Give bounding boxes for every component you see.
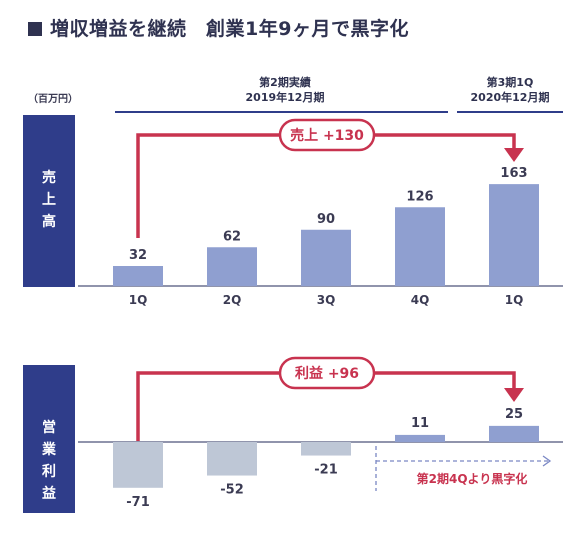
revenue-value-label: 32 (129, 248, 147, 263)
profit-bar (395, 434, 445, 442)
revenue-category-label: 4Q (411, 293, 430, 307)
revenue-value-label: 126 (406, 189, 433, 204)
profit-value-label: 11 (411, 416, 429, 431)
revenue-bar (301, 229, 351, 286)
page-title-text: 増収増益を継続 創業1年9ヶ月で黒字化 (50, 18, 409, 40)
profit-bar (113, 442, 163, 488)
period-fy2-line1: 第2期実績 (259, 76, 311, 89)
revenue-bar (113, 266, 163, 286)
revenue-annotation-text: 売上 +130 (290, 127, 364, 144)
row-label-char: 利 (42, 464, 56, 480)
profitable-note: 第2期4Qより黒字化 (417, 471, 528, 486)
revenue-category-label: 3Q (317, 293, 336, 307)
period-fy2-line2: 2019年12月期 (245, 91, 325, 104)
revenue-value-label: 163 (500, 166, 527, 181)
square-bullet-icon (28, 22, 42, 36)
revenue-value-label: 62 (223, 229, 241, 244)
profit-value-label: -52 (220, 483, 244, 498)
row-label-char: 業 (42, 442, 56, 458)
profit-value-label: 25 (505, 407, 523, 422)
revenue-category-label: 2Q (223, 293, 242, 307)
revenue-bar (207, 247, 257, 286)
operating-profit-row-label: 営業利益 (23, 365, 75, 513)
row-label-char: 営 (42, 420, 56, 436)
profit-value-label: -71 (126, 495, 150, 510)
profit-bar (489, 425, 539, 442)
revenue-category-label: 1Q (129, 293, 148, 307)
row-label-char: 上 (42, 192, 56, 208)
period-divider-fy3 (457, 111, 563, 113)
period-divider-fy2 (115, 111, 448, 113)
revenue-bar (489, 184, 539, 286)
page-title: 増収増益を継続 創業1年9ヶ月で黒字化 (28, 14, 409, 41)
unit-label: （百万円） (28, 94, 78, 105)
period-label-fy3: 第3期1Q 2020年12月期 (455, 75, 565, 105)
profit-arrow-head (504, 388, 524, 402)
profit-bar (207, 442, 257, 476)
period-label-fy2: 第2期実績 2019年12月期 (190, 75, 380, 105)
revenue-annotation-pill (278, 118, 376, 152)
profit-value-label: -21 (314, 463, 338, 478)
revenue-row-label: 売上高 (23, 115, 75, 287)
row-label-char: 益 (42, 486, 56, 502)
period-fy3-line1: 第3期1Q (486, 76, 534, 89)
revenue-value-label: 90 (317, 212, 335, 227)
revenue-arrow-head (504, 148, 524, 162)
profit-annotation-text: 利益 +96 (295, 365, 359, 382)
profitable-dashed-arrow-head (542, 455, 552, 467)
row-label-char: 売 (42, 170, 56, 186)
profit-annotation-pill (278, 356, 376, 390)
profit-bar (301, 442, 351, 456)
row-label-char: 高 (42, 214, 56, 230)
revenue-category-label: 1Q (505, 293, 524, 307)
revenue-bar (395, 207, 445, 286)
period-fy3-line2: 2020年12月期 (470, 91, 550, 104)
